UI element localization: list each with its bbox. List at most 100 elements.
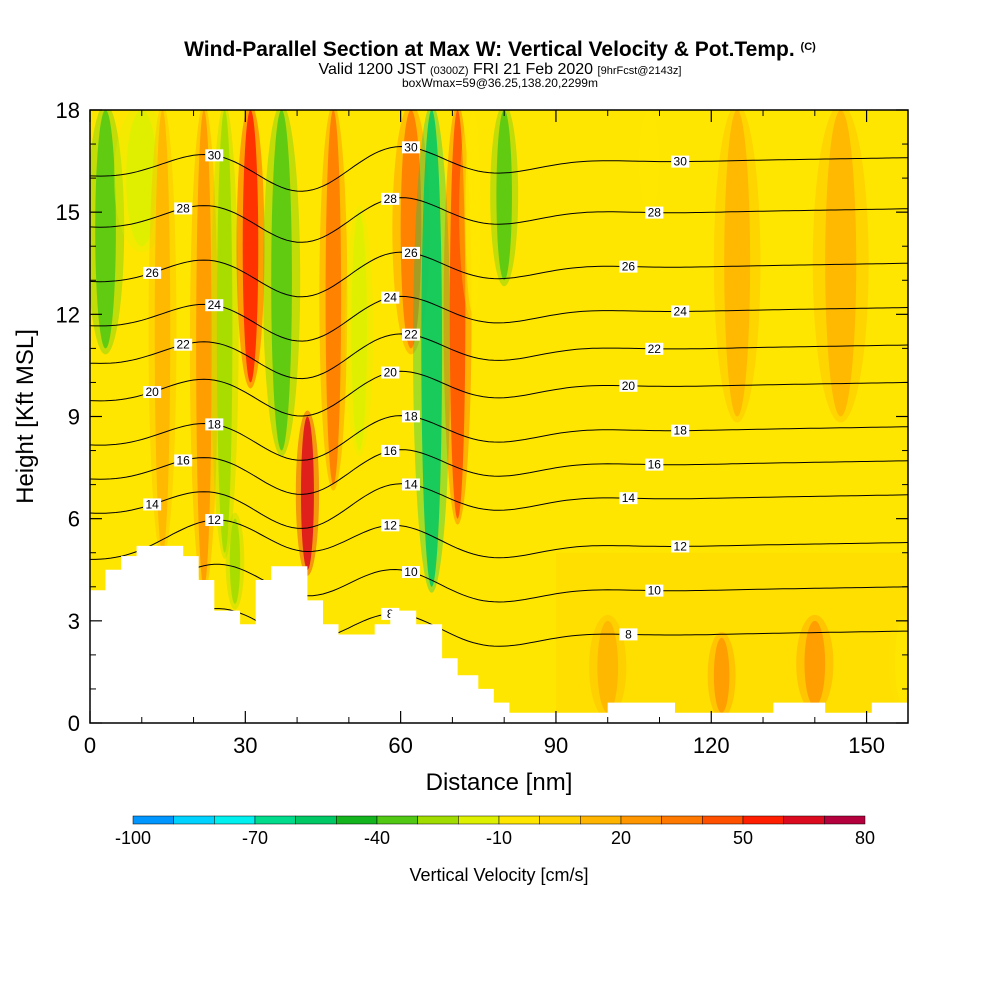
theta-contour-label: 26 — [404, 246, 418, 260]
theta-contour-label: 16 — [384, 444, 398, 458]
colorbar-title: Vertical Velocity [cm/s] — [409, 865, 588, 885]
velocity-band — [262, 110, 301, 457]
y-tick-label: 18 — [56, 98, 80, 123]
colorbar-label: -10 — [486, 828, 512, 848]
theta-contour-line — [90, 519, 908, 560]
colorbar-swatch — [824, 815, 866, 825]
theta-contour-label-bg — [174, 454, 193, 467]
velocity-band-core — [196, 110, 212, 587]
chart-valid-time: Valid 1200 JST (0300Z) FRI 21 Feb 2020 [… — [318, 61, 682, 78]
theta-contour-line — [90, 145, 908, 192]
theta-contour-label: 26 — [145, 266, 159, 280]
colorbar-swatch — [214, 815, 256, 825]
theta-contour-label: 22 — [648, 342, 662, 356]
theta-contour-label-bg — [381, 291, 400, 304]
colorbar-swatch — [376, 815, 418, 825]
theta-contour-line — [90, 295, 908, 342]
velocity-band-core — [229, 518, 241, 604]
colorbar-swatch — [661, 815, 703, 825]
colorbar-label: 50 — [733, 828, 753, 848]
theta-contour-label: 20 — [145, 385, 159, 399]
theta-contour-label: 24 — [674, 304, 688, 318]
plot-axes: 0 30 60 90 120 150 0 3 6 9 12 15 18 Distance [nm] Heig… — [12, 98, 909, 796]
theta-contour-label: 20 — [384, 366, 398, 380]
theta-contour-label-bg — [671, 305, 690, 318]
velocity-band-core — [713, 637, 730, 713]
theta-contour-label-bg — [174, 338, 193, 351]
theta-contour-label-bg — [381, 366, 400, 379]
colorbar-label: -40 — [364, 828, 390, 848]
velocity-band-core — [351, 212, 367, 451]
theta-contour-label-bg — [671, 155, 690, 168]
colorbar-swatch — [417, 815, 459, 825]
velocity-band — [148, 110, 177, 559]
velocity-band-core — [271, 110, 292, 451]
y-axis-title: Height [Kft MSL] — [12, 329, 39, 504]
colorbar-swatch — [132, 815, 174, 825]
x-tick-label: 60 — [388, 733, 412, 758]
theta-contour-label-bg — [619, 260, 638, 273]
velocity-band-core — [496, 110, 512, 281]
velocity-band-core — [242, 110, 259, 383]
colorbar: -100 -70 -40 -10 20 50 80 Vertical Velocity [cm… — [115, 815, 875, 885]
theta-contour-label-bg — [205, 149, 224, 162]
velocity-band-core — [804, 620, 826, 706]
colorbar-label: -70 — [242, 828, 268, 848]
x-tick-label: 120 — [693, 733, 730, 758]
x-tick-label: 90 — [544, 733, 568, 758]
colorbar-swatch — [580, 815, 622, 825]
theta-contour-label: 22 — [404, 328, 418, 342]
y-tick-label: 3 — [68, 609, 80, 634]
velocity-band — [413, 110, 451, 593]
theta-contour-label: 28 — [648, 206, 662, 220]
theta-contour-label-bg — [205, 299, 224, 312]
theta-contour-label-bg — [401, 566, 420, 579]
velocity-band-core — [400, 110, 422, 349]
colorbar-swatch — [173, 815, 215, 825]
theta-contour-label-bg — [205, 418, 224, 431]
theta-contour-label-bg — [381, 519, 400, 532]
theta-contours: 8881010101212121414141616161818182020202… — [90, 140, 908, 649]
velocity-band-core — [465, 110, 481, 315]
theta-contour-label: 18 — [674, 424, 688, 438]
colorbar-label: 80 — [855, 828, 875, 848]
theta-contour-line — [90, 370, 908, 417]
velocity-band — [90, 110, 125, 355]
velocity-band-core — [154, 110, 171, 553]
theta-contour-label: 18 — [208, 417, 222, 431]
velocity-band — [888, 614, 908, 709]
velocity-band — [589, 614, 627, 719]
theta-contour-line — [90, 197, 908, 243]
theta-contour-label-bg — [143, 386, 162, 399]
colorbar-swatch — [539, 815, 581, 825]
velocity-band-core — [95, 110, 116, 349]
theta-contour-label-bg — [619, 492, 638, 505]
y-tick-label: 12 — [56, 302, 80, 327]
theta-contour-line — [90, 483, 908, 529]
x-tick-label: 150 — [848, 733, 885, 758]
velocity-band-core — [216, 110, 233, 553]
colorbar-label: -100 — [115, 828, 151, 848]
theta-contour-label: 10 — [404, 565, 418, 579]
velocity-band-core — [300, 416, 314, 570]
theta-contour-label-bg — [671, 424, 690, 437]
theta-contour-label-bg — [671, 540, 690, 553]
theta-contour-label: 14 — [145, 497, 159, 511]
theta-contour-line — [90, 449, 908, 495]
velocity-band — [319, 110, 348, 491]
theta-contour-line — [90, 608, 908, 649]
velocity-band — [345, 206, 374, 457]
colorbar-swatch — [702, 815, 744, 825]
velocity-band-core — [325, 110, 342, 485]
theta-contour-line — [90, 415, 908, 461]
colorbar-swatch — [295, 815, 337, 825]
colorbar-swatch — [254, 815, 296, 825]
colorbar-swatch — [742, 815, 784, 825]
velocity-band — [812, 110, 869, 423]
colorbar-swatch — [498, 815, 540, 825]
velocity-band — [796, 614, 834, 712]
x-axis-title: Distance [nm] — [426, 769, 573, 796]
theta-contour-label: 10 — [648, 584, 662, 598]
velocity-band — [236, 110, 265, 389]
